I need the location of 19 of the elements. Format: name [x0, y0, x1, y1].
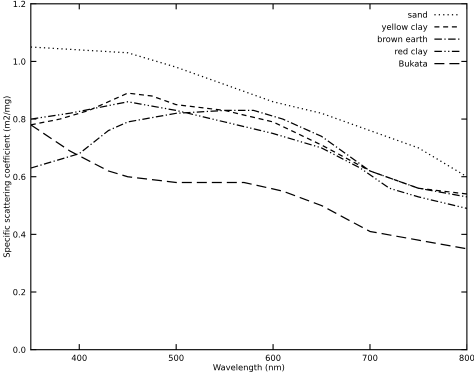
x-tick-label: 700 — [362, 354, 378, 361]
legend-label: yellow clay — [382, 24, 428, 32]
legend-label: Bukata — [399, 60, 427, 67]
x-tick-label: 400 — [72, 354, 87, 361]
x-tick-label: 500 — [168, 354, 184, 361]
x-tick-label: 800 — [460, 354, 474, 361]
y-tick-label: 1.2 — [14, 0, 26, 7]
y-tick-label: 0.8 — [13, 116, 26, 122]
legend-label: brown earth — [378, 36, 428, 42]
y-tick-label: 0.2 — [13, 288, 26, 296]
x-axis-title: Wavelength (nm) — [213, 364, 284, 372]
y-tick-label: 0.6 — [13, 174, 26, 180]
x-tick-label: 600 — [266, 354, 280, 361]
y-axis-title: Specific scattering coefficient (m2/mg) — [3, 96, 12, 258]
y-tick-label: 1.0 — [14, 58, 26, 65]
y-tick-label: 0.4 — [13, 231, 26, 238]
y-tick-label: 0.0 — [13, 346, 26, 353]
legend-label: red clay — [395, 48, 428, 56]
legend-label: sand — [408, 11, 427, 18]
